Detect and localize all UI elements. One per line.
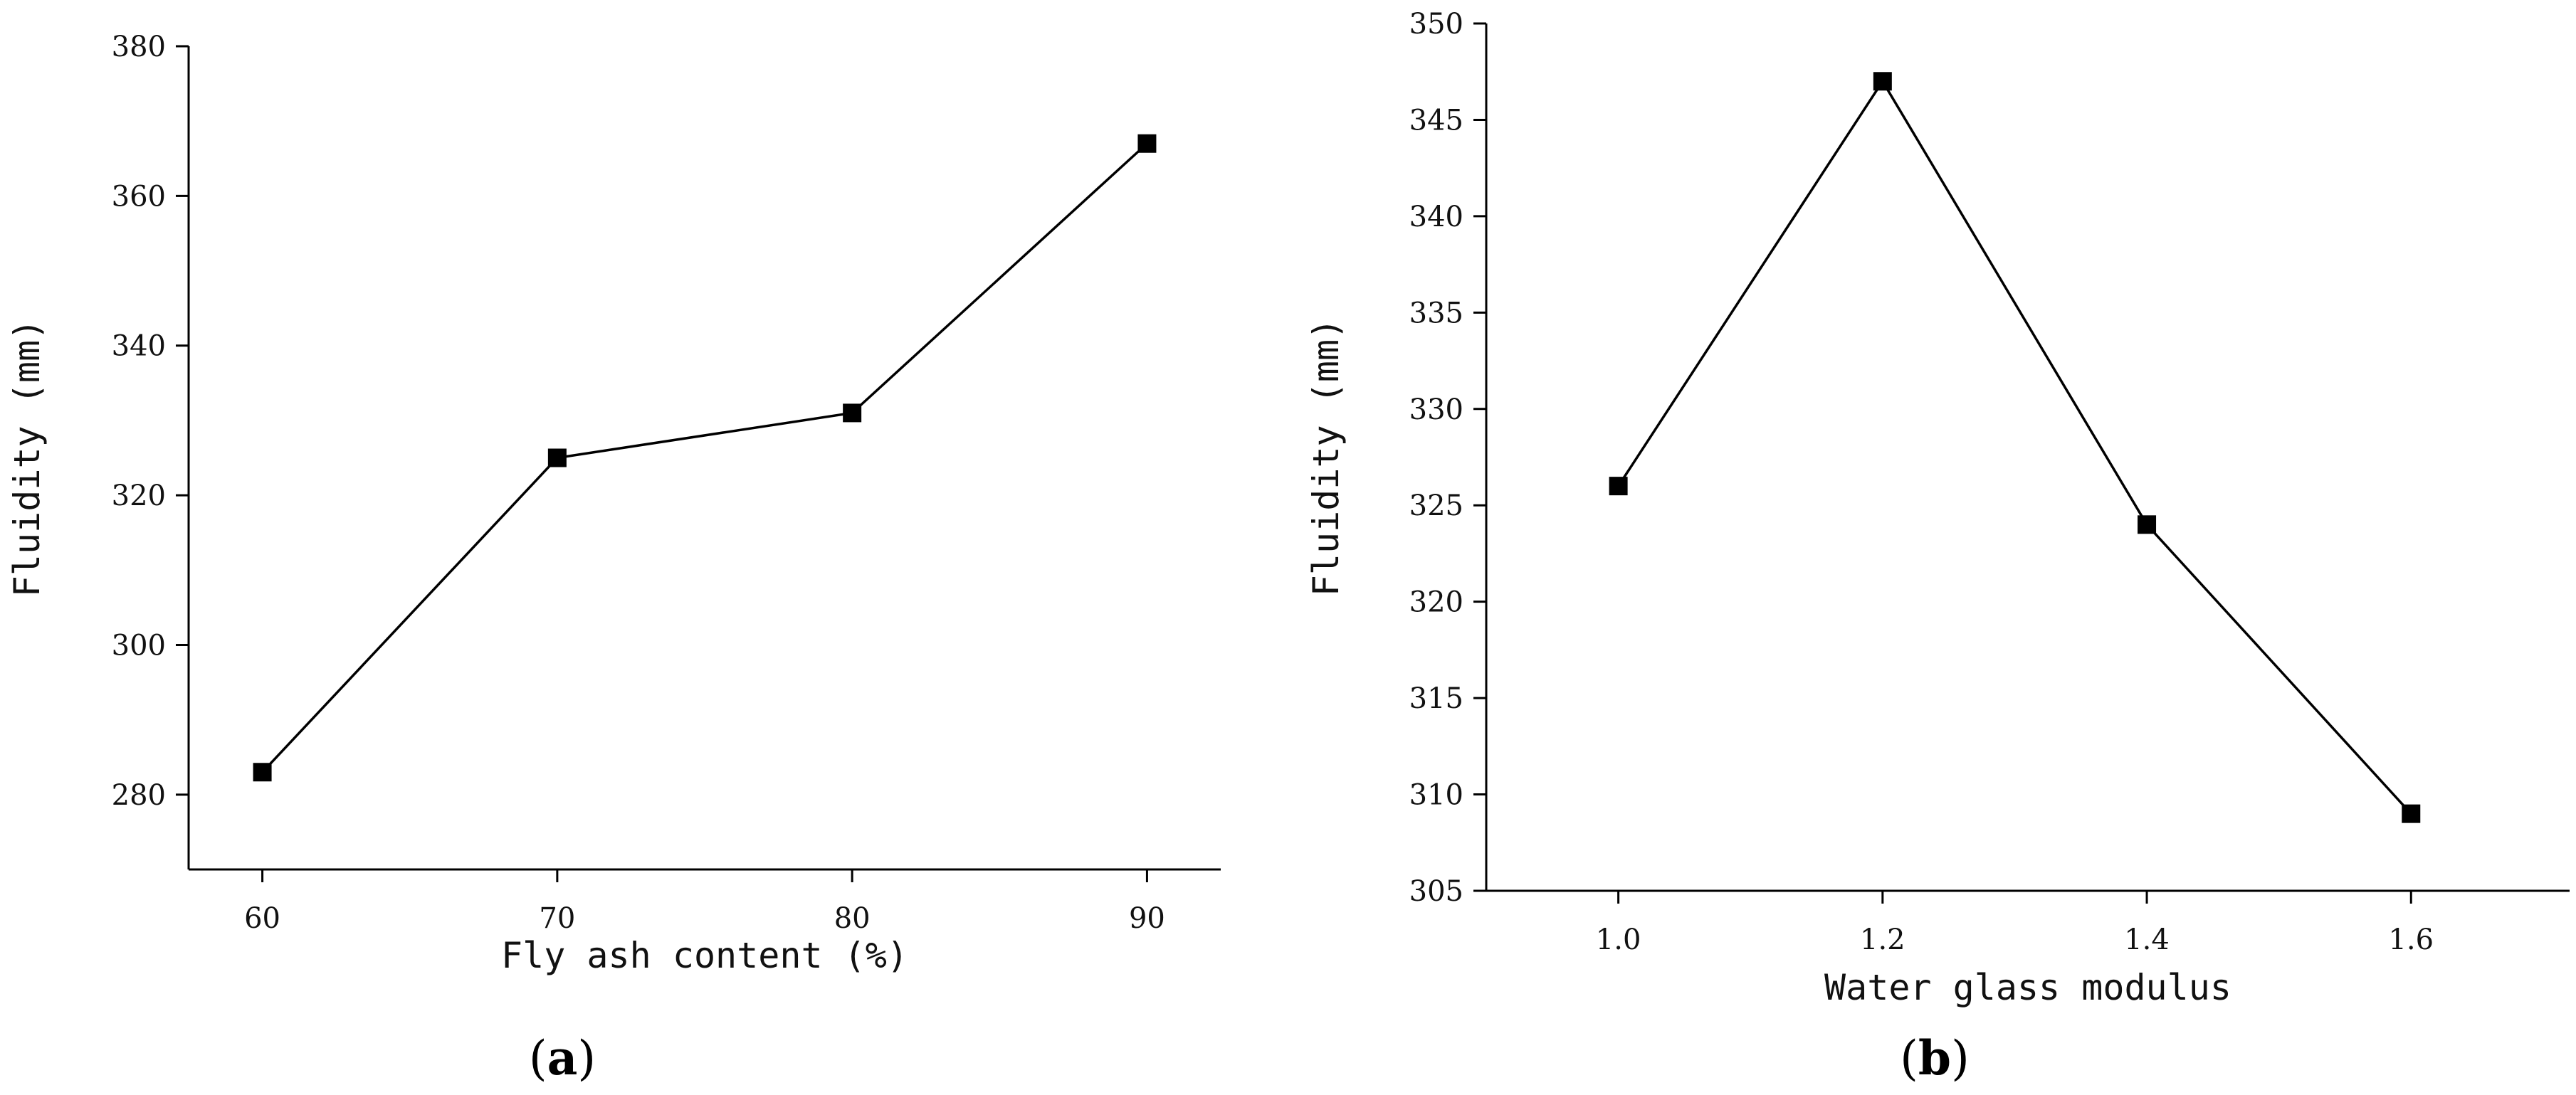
y-axis-label: Fluidity (mm) [6,319,48,597]
x-tick-label: 60 [244,902,280,935]
x-tick-label: 1.4 [2124,924,2170,956]
data-point [843,403,862,423]
data-point [1137,134,1157,153]
y-tick-label: 320 [112,480,166,512]
x-tick-label: 80 [834,902,871,935]
data-point [253,763,272,782]
series-line [1617,78,2412,815]
y-tick-label: 330 [1409,393,1463,426]
y-tick-label: 310 [1409,779,1463,812]
y-tick-label: 305 [1409,875,1463,908]
data-point [2138,515,2157,534]
x-tick-label: 1.0 [1596,924,1641,956]
chart-b: 305 310 315 320 325 330 335 340 345 350 1.0 1.2 1.4 1… [1305,8,2570,1086]
data-point [547,448,567,467]
y-axis-label: Fluidity (mm) [1305,318,1347,596]
chart-a: 280 300 320 340 360 380 60 70 80 90 Fly ash conten… [6,31,1221,1086]
panel-label: (b) [1900,1030,1970,1086]
series-line [261,142,1148,773]
y-tick-label: 350 [1409,8,1463,41]
y-tick-label: 340 [1409,201,1463,233]
panel-label: (a) [529,1030,596,1086]
data-point [2402,804,2421,823]
y-tick-label: 320 [1409,586,1463,619]
y-tick-label: 315 [1409,682,1463,715]
y-tick-label: 280 [112,779,166,812]
y-tick-label: 335 [1409,297,1463,329]
x-tick-label: 1.2 [1860,924,1905,956]
y-tick-label: 340 [112,330,166,363]
y-tick-label: 345 [1409,104,1463,137]
x-axis-label: Fly ash content (%) [501,935,908,976]
data-point [1873,72,1892,91]
x-tick-label: 1.6 [2388,924,2434,956]
x-axis-label: Water glass modulus [1824,967,2231,1008]
y-tick-label: 325 [1409,490,1463,522]
data-point [1609,477,1628,496]
y-tick-label: 380 [112,31,166,63]
y-tick-label: 300 [112,629,166,662]
y-tick-label: 360 [112,180,166,213]
x-tick-label: 90 [1129,902,1165,935]
x-tick-label: 70 [539,902,575,935]
